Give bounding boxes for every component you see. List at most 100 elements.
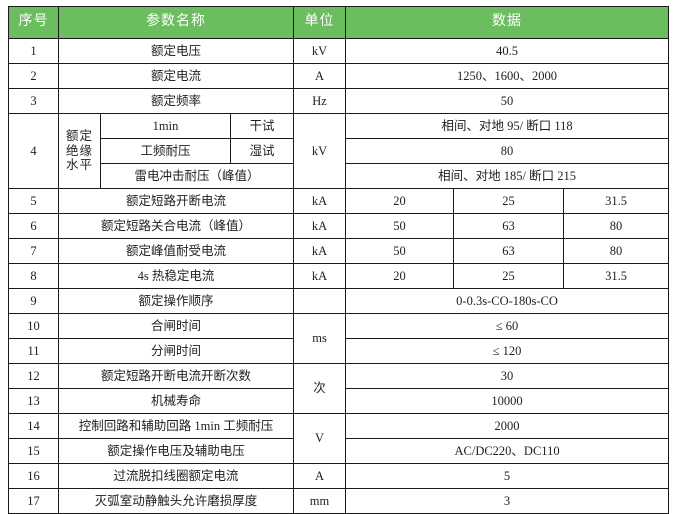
header-cell-data: 数据 — [345, 6, 670, 39]
cell-name: 合闸时间 — [57, 313, 295, 339]
cell-unit: ms — [293, 313, 347, 364]
header-cell-unit: 单位 — [293, 6, 347, 39]
cell-data: 2000 — [345, 413, 670, 439]
cell-data: 80 — [345, 138, 670, 164]
cell-index: 8 — [8, 263, 59, 289]
cell-data: 40.5 — [345, 38, 670, 64]
table-row: 17 灭弧室动静触头允许磨损厚度 mm 3 — [8, 488, 670, 514]
table-row: 11 分闸时间 ≤ 120 — [8, 338, 670, 364]
cell-data: 0-0.3s-CO-180s-CO — [345, 288, 670, 314]
cell-unit: 次 — [293, 363, 347, 414]
cell-index: 7 — [8, 238, 59, 264]
table-row: 15 额定操作电压及辅助电压 AC/DC220、DC110 — [8, 438, 670, 464]
table-header: 序号 参数名称 单位 数据 — [8, 6, 670, 39]
cell-name: 雷电冲击耐压（峰值） — [99, 163, 295, 189]
header-cell-name: 参数名称 — [57, 6, 295, 39]
table-row: 9 额定操作顺序 0-0.3s-CO-180s-CO — [8, 288, 670, 314]
cell-unit: A — [293, 463, 347, 489]
table-row: 7 额定峰值耐受电流 kA 50 63 80 — [8, 238, 670, 264]
cell-data: 50 — [345, 213, 455, 239]
cell-index: 6 — [8, 213, 59, 239]
cell-name: 1min — [100, 113, 231, 139]
cell-name: 额定频率 — [57, 88, 295, 114]
cell-data: ≤ 120 — [345, 338, 670, 364]
spec-sheet: 序号 参数名称 单位 数据 1 额定电压 kV 40.5 2 额定电流 A 12… — [8, 6, 670, 514]
table-row: 6 额定短路关合电流（峰值） kA 50 63 80 — [8, 213, 670, 239]
cell-data: 63 — [453, 238, 565, 264]
cell-data: 20 — [345, 263, 455, 289]
cell-unit: Hz — [293, 88, 347, 114]
cell-name: 额定电压 — [57, 38, 295, 64]
cell-index: 15 — [8, 438, 59, 464]
cell-unit: kA — [293, 213, 347, 239]
cell-name: 4s 热稳定电流 — [57, 263, 295, 289]
cell-data: 3 — [345, 488, 670, 514]
table-row: 8 4s 热稳定电流 kA 20 25 31.5 — [8, 263, 670, 289]
cell-name: 灭弧室动静触头允许磨损厚度 — [57, 488, 295, 514]
table-body: 1 额定电压 kV 40.5 2 额定电流 A 1250、1600、2000 3… — [8, 38, 670, 514]
group-label-line: 额定 — [65, 129, 93, 144]
cell-index: 17 — [8, 488, 59, 514]
cell-data: 63 — [453, 213, 565, 239]
cell-unit: A — [293, 63, 347, 89]
table-row: 3 额定频率 Hz 50 — [8, 88, 670, 114]
cell-data: AC/DC220、DC110 — [345, 438, 670, 464]
cell-unit: kA — [293, 263, 347, 289]
cell-test-type: 湿试 — [229, 138, 295, 164]
cell-name: 控制回路和辅助回路 1min 工频耐压 — [57, 413, 295, 439]
table-row: 13 机械寿命 10000 — [8, 388, 670, 414]
table-row: 16 过流脱扣线圈额定电流 A 5 — [8, 463, 670, 489]
cell-data: 10000 — [345, 388, 670, 414]
header-cell-index: 序号 — [8, 6, 59, 39]
cell-name: 分闸时间 — [57, 338, 295, 364]
cell-data: 50 — [345, 88, 670, 114]
cell-data: 80 — [563, 213, 670, 239]
cell-data: 25 — [453, 188, 565, 214]
cell-unit — [293, 288, 347, 314]
cell-data: 50 — [345, 238, 455, 264]
cell-data: 25 — [453, 263, 565, 289]
cell-data: 80 — [563, 238, 670, 264]
table-row: 4 额定 绝缘 水平 1min 干试 kV 相间、对地 95/ 断口 118 — [8, 113, 670, 189]
cell-name: 额定电流 — [57, 63, 295, 89]
cell-index: 4 — [8, 113, 59, 189]
cell-data: 31.5 — [563, 263, 670, 289]
cell-name: 过流脱扣线圈额定电流 — [57, 463, 295, 489]
cell-name: 额定短路关合电流（峰值） — [57, 213, 295, 239]
cell-index: 9 — [8, 288, 59, 314]
cell-index: 11 — [8, 338, 59, 364]
cell-index: 14 — [8, 413, 59, 439]
cell-insulation-group-label: 额定 绝缘 水平 — [58, 113, 101, 189]
table-row: 2 额定电流 A 1250、1600、2000 — [8, 63, 670, 89]
cell-unit: mm — [293, 488, 347, 514]
cell-unit: kA — [293, 238, 347, 264]
cell-unit: kV — [293, 38, 347, 64]
cell-unit: V — [293, 413, 347, 464]
cell-data: 31.5 — [563, 188, 670, 214]
cell-index: 10 — [8, 313, 59, 339]
header-row: 序号 参数名称 单位 数据 — [8, 6, 670, 39]
cell-name: 额定操作顺序 — [57, 288, 295, 314]
cell-name: 机械寿命 — [57, 388, 295, 414]
cell-data: 相间、对地 185/ 断口 215 — [345, 163, 670, 189]
table-row: 5 额定短路开断电流 kA 20 25 31.5 — [8, 188, 670, 214]
table-row: 雷电冲击耐压（峰值） 相间、对地 185/ 断口 215 — [9, 163, 670, 189]
cell-data: 1250、1600、2000 — [345, 63, 670, 89]
cell-name: 额定操作电压及辅助电压 — [57, 438, 295, 464]
group-label-line: 绝缘 — [65, 143, 93, 158]
cell-unit: kA — [293, 188, 347, 214]
cell-name: 额定峰值耐受电流 — [57, 238, 295, 264]
cell-name: 额定短路开断电流 — [57, 188, 295, 214]
group-label-line: 水平 — [65, 158, 93, 173]
cell-index: 1 — [8, 38, 59, 64]
cell-index: 2 — [8, 63, 59, 89]
cell-name: 额定短路开断电流开断次数 — [57, 363, 295, 389]
cell-test-type: 干试 — [229, 113, 295, 139]
cell-index: 5 — [8, 188, 59, 214]
table-row: 1 额定电压 kV 40.5 — [8, 38, 670, 64]
cell-data: 20 — [345, 188, 455, 214]
table-row: 10 合闸时间 ms ≤ 60 — [8, 313, 670, 364]
cell-index: 13 — [8, 388, 59, 414]
cell-data: 相间、对地 95/ 断口 118 — [345, 113, 670, 139]
table-row: 12 额定短路开断电流开断次数 次 30 — [8, 363, 670, 414]
